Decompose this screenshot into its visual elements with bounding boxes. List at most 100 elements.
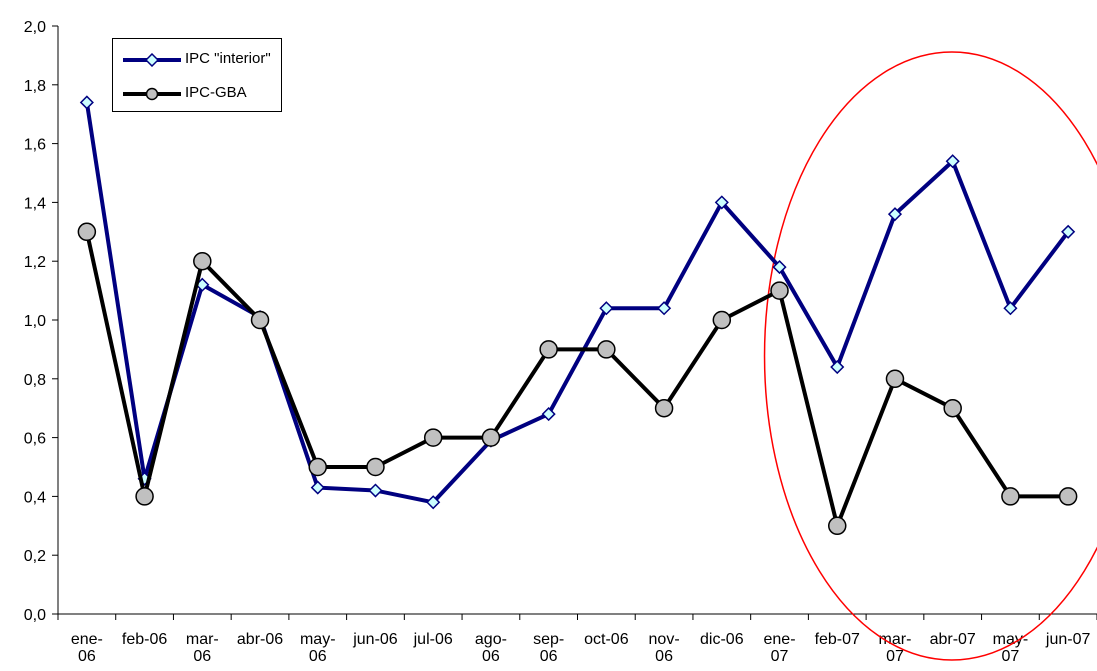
data-point-diamond (714, 195, 729, 210)
x-tick-label: may-07 (993, 631, 1029, 665)
legend-item-ipc-gba: IPC-GBA (113, 83, 281, 103)
x-tick-label: jul-06 (413, 631, 453, 648)
series-ipc-gba (77, 222, 1078, 536)
x-tick-label-line: abr-06 (237, 631, 283, 648)
data-point-diamond (310, 480, 325, 495)
legend-label-ipc-interior: IPC "interior" (185, 50, 271, 67)
y-tick-label: 1,6 (24, 137, 46, 154)
x-tick-label-line: jun-07 (1045, 631, 1091, 648)
x-tick-label: ene-07 (764, 631, 796, 665)
x-tick-label-line: abr-07 (930, 631, 976, 648)
data-point-circle (1058, 487, 1078, 506)
circle-marker-icon (145, 87, 159, 101)
y-tick-label: 1,2 (24, 254, 46, 271)
data-point-diamond (1061, 224, 1076, 239)
y-tick-label: 0,2 (24, 548, 46, 565)
highlight-ellipse (763, 51, 1097, 661)
x-tick-label-line: sep- (533, 631, 564, 648)
legend: IPC "interior" IPC-GBA (112, 38, 282, 112)
data-point-diamond (79, 95, 94, 110)
data-point-circle (481, 428, 501, 447)
data-point-circle (308, 457, 327, 477)
x-tick-label: may-06 (300, 631, 336, 665)
diamond-marker-icon (145, 53, 159, 67)
data-point-circle (885, 369, 905, 389)
data-point-circle (539, 340, 558, 359)
x-tick-label-line: ene- (71, 631, 103, 648)
x-tick-label-line: dic-06 (700, 631, 744, 648)
x-tick-label-line: may- (993, 631, 1029, 648)
data-point-diamond (541, 407, 556, 422)
x-tick-label-line: 06 (193, 648, 211, 665)
x-tick-label: abr-06 (237, 631, 283, 648)
x-tick-label-line: 07 (1002, 648, 1020, 665)
data-point-diamond (368, 483, 383, 498)
legend-label-ipc-gba: IPC-GBA (185, 84, 247, 101)
series-line (84, 231, 1069, 533)
data-point-circle (193, 251, 212, 271)
data-point-circle (828, 516, 847, 536)
x-tick-label: jun-06 (352, 631, 398, 648)
x-tick-label: abr-07 (930, 631, 976, 648)
x-tick-label-line: 06 (78, 648, 96, 665)
series-ipc-interior (79, 95, 1076, 510)
x-tick-label-line: 07 (886, 648, 904, 665)
data-point-diamond (945, 154, 960, 169)
axes: 0,00,20,40,60,81,01,21,41,61,82,0ene-06f… (24, 19, 1097, 665)
x-tick-label-line: 06 (655, 648, 673, 665)
x-tick-label-line: feb-06 (122, 631, 167, 648)
data-point-circle (77, 222, 97, 242)
series-layer (77, 95, 1078, 536)
x-tick-label-line: mar- (186, 631, 219, 648)
y-tick-label: 0,6 (24, 431, 46, 448)
y-tick-label: 2,0 (24, 19, 46, 36)
data-point-circle (250, 310, 270, 330)
x-tick-label-line: jul-06 (413, 631, 453, 648)
x-tick-label-line: may- (300, 631, 336, 648)
data-point-circle (366, 457, 385, 477)
x-tick-label: nov-06 (649, 631, 680, 665)
data-point-diamond (1003, 301, 1018, 316)
y-tick-label: 1,0 (24, 313, 46, 330)
data-point-diamond (599, 301, 614, 316)
x-tick-label-line: ago- (475, 631, 507, 648)
x-tick-label-line: 06 (540, 648, 558, 665)
data-point-circle (1001, 487, 1020, 506)
data-point-circle (135, 487, 154, 506)
data-point-diamond (657, 301, 672, 316)
y-tick-label: 1,4 (24, 195, 46, 212)
series-line (84, 102, 1070, 505)
x-tick-label: feb-06 (122, 631, 167, 648)
x-tick-label: jun-07 (1045, 631, 1091, 648)
data-point-diamond (772, 260, 787, 275)
x-tick-label: oct-06 (584, 631, 629, 648)
x-tick-label-line: mar- (879, 631, 912, 648)
data-point-circle (423, 428, 443, 447)
x-tick-label: feb-07 (815, 631, 860, 648)
y-tick-label: 1,8 (24, 78, 46, 95)
x-tick-label: mar-07 (879, 631, 912, 665)
legend-item-ipc-interior: IPC "interior" (113, 49, 281, 69)
x-tick-label: sep-06 (533, 631, 564, 665)
y-tick-label: 0,0 (24, 607, 46, 624)
highlight-ellipse-shape (763, 51, 1097, 661)
data-point-circle (712, 310, 732, 330)
data-point-circle (943, 398, 962, 418)
x-tick-label-line: 06 (482, 648, 500, 665)
y-tick-label: 0,4 (24, 489, 46, 506)
x-tick-label-line: oct-06 (584, 631, 629, 648)
x-tick-label-line: ene- (764, 631, 796, 648)
data-point-circle (770, 281, 789, 300)
x-tick-label-line: nov- (649, 631, 680, 648)
x-tick-label: dic-06 (700, 631, 744, 648)
x-tick-label-line: feb-07 (815, 631, 860, 648)
data-point-diamond (887, 207, 903, 222)
x-tick-label-line: 06 (309, 648, 327, 665)
x-tick-label: ene-06 (71, 631, 103, 665)
data-point-diamond (830, 359, 845, 375)
data-point-diamond (426, 495, 441, 510)
y-tick-label: 0,8 (24, 372, 46, 389)
x-tick-label: mar-06 (186, 631, 219, 665)
